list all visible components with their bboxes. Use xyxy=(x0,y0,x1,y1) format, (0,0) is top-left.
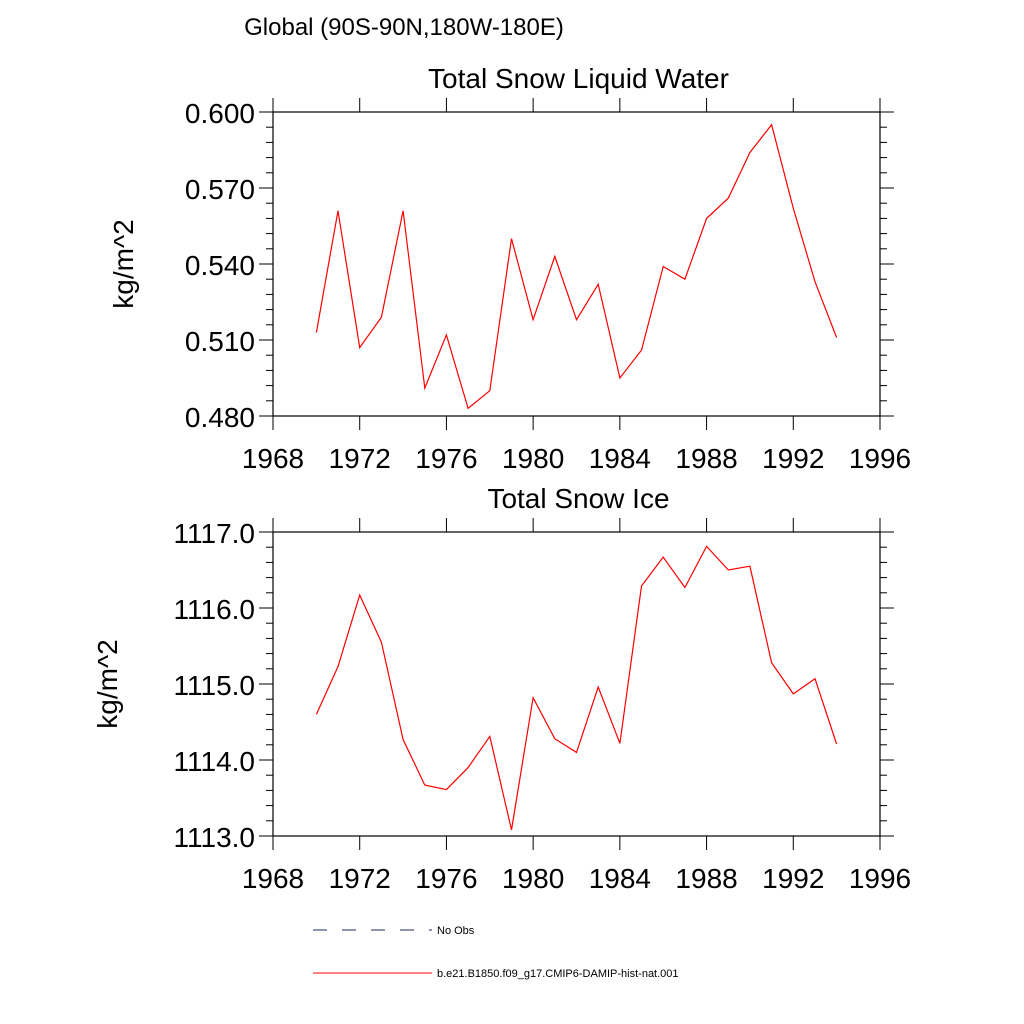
x-tick-label: 1996 xyxy=(849,863,911,894)
x-tick-label: 1988 xyxy=(675,863,737,894)
y-axis-label: kg/m^2 xyxy=(92,639,123,728)
y-tick-label: 1114.0 xyxy=(174,746,255,777)
series-line-1 xyxy=(315,545,838,831)
plot-frame xyxy=(272,531,881,837)
y-tick-label: 0.480 xyxy=(185,402,255,433)
x-tick-label: 1968 xyxy=(242,443,304,474)
series-line-1 xyxy=(315,123,838,410)
x-tick-label: 1984 xyxy=(589,443,651,474)
y-tick-label: 0.600 xyxy=(185,98,255,129)
x-tick-label: 1976 xyxy=(415,443,477,474)
y-axis-label: kg/m^2 xyxy=(108,219,139,308)
chart-title: Total Snow Ice xyxy=(487,483,669,514)
chart-panel-2: Total Snow Ice 1113.0 1114.0 1115.0 1116.0 11… xyxy=(92,483,911,894)
chart-title: Total Snow Liquid Water xyxy=(428,63,729,94)
legend-label-no-obs: No Obs xyxy=(437,925,475,937)
x-tick-label: 1984 xyxy=(589,863,651,894)
x-tick-label: 1980 xyxy=(502,863,564,894)
x-tick-label: 1972 xyxy=(329,863,391,894)
x-tick-label: 1996 xyxy=(849,443,911,474)
x-tick-label: 1976 xyxy=(415,863,477,894)
legend: No Obs b.e21.B1850.f09_g17.CMIP6-DAMIP-hi… xyxy=(313,925,679,980)
page-title: Global (90S-90N,180W-180E) xyxy=(0,14,916,42)
x-tick-label: 1980 xyxy=(502,443,564,474)
y-tick-label: 0.570 xyxy=(185,174,255,205)
x-tick-label: 1968 xyxy=(242,863,304,894)
plot-frame xyxy=(272,111,881,417)
y-tick-label: 1116.0 xyxy=(174,594,255,625)
x-tick-label: 1972 xyxy=(329,443,391,474)
x-tick-label: 1988 xyxy=(675,443,737,474)
x-tick-label: 1992 xyxy=(762,443,824,474)
x-tick-label: 1992 xyxy=(762,863,824,894)
y-tick-label: 0.540 xyxy=(185,250,255,281)
y-tick-label: 1115.0 xyxy=(174,670,255,701)
page-title-text: Global (90S-90N,180W-180E) xyxy=(244,14,564,41)
y-tick-label: 1117.0 xyxy=(174,518,255,549)
legend-label-model: b.e21.B1850.f09_g17.CMIP6-DAMIP-hist-nat… xyxy=(437,968,679,980)
y-tick-label: 0.510 xyxy=(185,326,255,357)
chart-panel-1: Total Snow Liquid Water 0.480 0.510 0.540 0.… xyxy=(108,63,911,474)
y-tick-label: 1113.0 xyxy=(174,822,255,853)
